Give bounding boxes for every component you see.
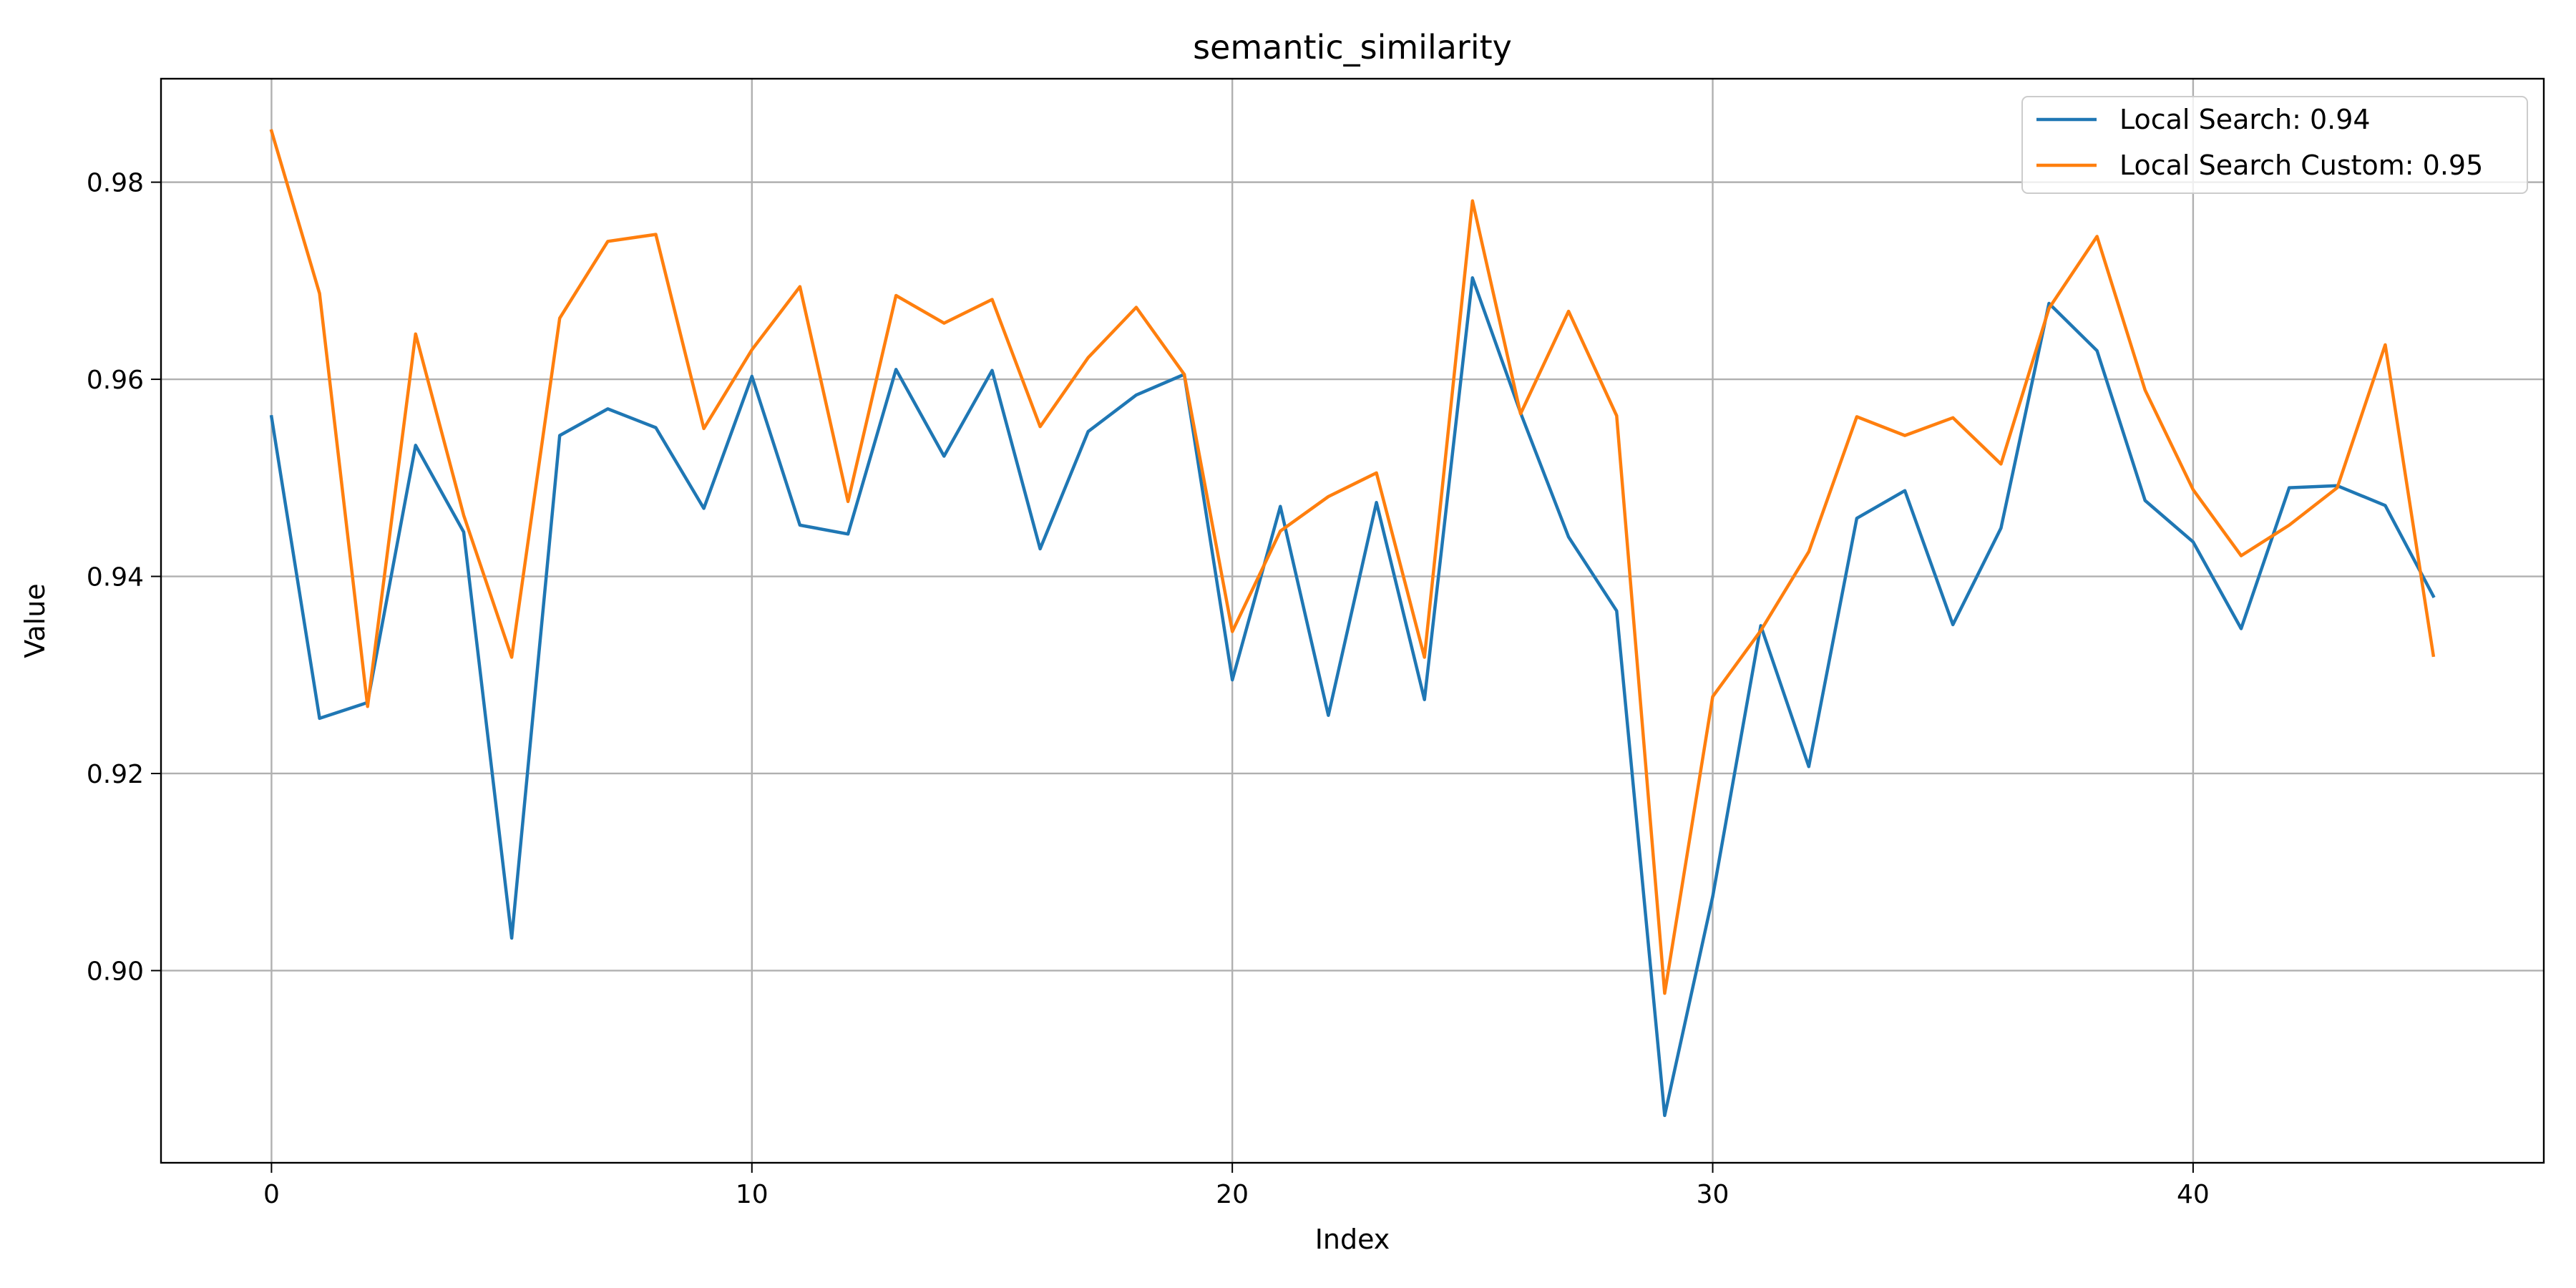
legend-entry: Local Search Custom: 0.95 [2119, 150, 2483, 181]
legend: Local Search: 0.94 Local Search Custom: 0… [2021, 96, 2528, 194]
x-axis-label: Index [1315, 1224, 1390, 1255]
chart-title: semantic_similarity [1193, 28, 1512, 67]
y-tick-label: 0.98 [87, 169, 144, 198]
y-tick-label: 0.92 [87, 760, 144, 789]
x-tick-label: 40 [2177, 1180, 2210, 1209]
axis-ticks: 0 10 20 30 40 0.90 0.92 0.94 0.96 0.98 [87, 169, 2210, 1209]
x-tick-label: 0 [263, 1180, 280, 1209]
series-lines [269, 129, 2436, 1118]
x-tick-label: 30 [1697, 1180, 1729, 1209]
y-axis-label: Value [19, 583, 51, 658]
series-line-2 [269, 129, 2436, 995]
plot-frame [160, 77, 2545, 1164]
x-tick-label: 20 [1216, 1180, 1249, 1209]
y-tick-label: 0.94 [87, 563, 144, 592]
legend-box [2021, 96, 2528, 194]
y-tick-label: 0.96 [87, 366, 144, 395]
y-tick-label: 0.90 [87, 957, 144, 986]
legend-entry: Local Search: 0.94 [2119, 104, 2371, 135]
series-line-1 [269, 275, 2436, 1118]
x-tick-label: 10 [736, 1180, 769, 1209]
